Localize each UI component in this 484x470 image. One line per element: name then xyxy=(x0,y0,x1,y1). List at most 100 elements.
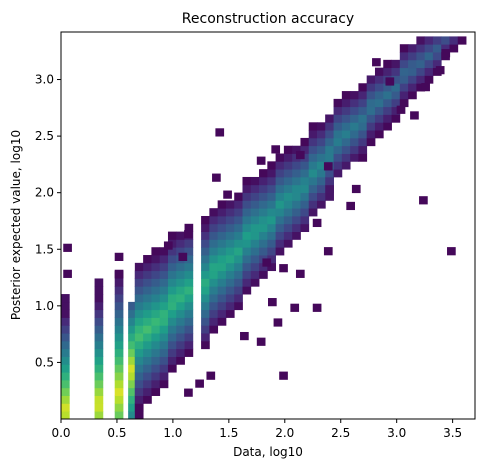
heatmap-cell-316 xyxy=(250,223,260,233)
heatmap-cell-252 xyxy=(217,286,227,295)
heatmap-cell-13 xyxy=(61,309,70,318)
heatmap-cell-251 xyxy=(217,294,227,303)
heatmap-cell-327 xyxy=(259,239,268,248)
y-tick-label-0: 0.5 xyxy=(35,355,54,369)
heatmap-cell-112 xyxy=(143,356,152,365)
heatmap-cell-492 xyxy=(366,75,376,84)
heatmap-cell-158 xyxy=(159,278,169,287)
heatmap-cell-299 xyxy=(242,247,252,256)
x-tick-label-7: 3.5 xyxy=(443,426,462,440)
heatmap-cell-595 xyxy=(441,49,451,58)
heatmap-cell-597 xyxy=(206,371,216,380)
heatmap-cell-53 xyxy=(128,411,137,420)
heatmap-cell-553 xyxy=(441,44,450,53)
heatmap-cell-229 xyxy=(201,231,210,240)
heatmap-cell-43 xyxy=(114,340,124,350)
y-tick-label-5: 3.0 xyxy=(35,73,54,87)
heatmap-cell-134 xyxy=(151,325,161,334)
y-tick-label-1: 1.0 xyxy=(35,299,54,313)
heatmap-cell-511 xyxy=(391,114,401,123)
y-tick-label-2: 1.5 xyxy=(35,242,54,256)
heatmap-cell-355 xyxy=(275,215,285,225)
heatmap-cell-580 xyxy=(312,303,322,312)
heatmap-cell-532 xyxy=(408,52,417,61)
x-tick-label-4: 2.0 xyxy=(275,426,294,440)
heatmap-cell-254 xyxy=(217,270,227,279)
heatmap-cell-162 xyxy=(159,247,169,256)
heatmap-cell-271 xyxy=(225,255,235,264)
heatmap-cell-68 xyxy=(134,411,144,420)
heatmap-cell-23 xyxy=(94,356,104,365)
heatmap-cell-343 xyxy=(267,215,277,225)
heatmap-cell-4 xyxy=(61,379,70,389)
heatmap-cell-189 xyxy=(176,294,185,303)
heatmap-cell-230 xyxy=(201,223,210,233)
heatmap-cell-415 xyxy=(317,184,326,193)
heatmap-cell-589 xyxy=(447,247,456,256)
heatmap-cell-63 xyxy=(128,333,137,342)
heatmap-cell-391 xyxy=(300,208,310,217)
heatmap-cell-417 xyxy=(317,169,326,178)
heatmap-cell-311 xyxy=(250,262,260,272)
heatmap-cell-509 xyxy=(383,67,392,76)
heatmap-cell-545 xyxy=(424,44,434,53)
plot-frame xyxy=(60,31,476,420)
y-axis-ticks: 0.5 1.0 1.5 2.0 2.5 3.0 xyxy=(35,73,61,369)
heatmap-cell-92 xyxy=(134,372,144,381)
heatmap-cell-381 xyxy=(292,200,301,209)
heatmap-cell-450 xyxy=(333,130,343,139)
heatmap-cell-505 xyxy=(383,98,392,108)
heatmap-cell-302 xyxy=(242,223,252,233)
heatmap-cell-384 xyxy=(292,176,301,186)
heatmap-cell-214 xyxy=(184,223,194,233)
heatmap-cell-435 xyxy=(325,184,334,193)
heatmap-cell-490 xyxy=(366,91,376,100)
heatmap-cell-25 xyxy=(94,340,104,350)
heatmap-cell-273 xyxy=(225,239,235,248)
heatmap-cell-487 xyxy=(366,114,376,123)
heatmap-cell-20 xyxy=(94,379,104,389)
heatmap-cell-90 xyxy=(134,387,144,396)
heatmap-cell-178 xyxy=(167,247,177,256)
heatmap-cell-326 xyxy=(259,247,268,256)
heatmap-cell-0 xyxy=(61,411,70,420)
heatmap-cell-244 xyxy=(209,231,219,240)
heatmap-cell-188 xyxy=(176,301,185,311)
heatmap-cell-484 xyxy=(366,137,376,147)
heatmap-cell-446 xyxy=(333,161,343,170)
heatmap-cell-531 xyxy=(408,59,417,69)
heatmap-cell-308 xyxy=(242,176,252,186)
heatmap-cell-460 xyxy=(341,122,351,131)
heatmap-cell-222 xyxy=(201,286,210,295)
heatmap-cell-538 xyxy=(416,52,426,61)
heatmap-cell-261 xyxy=(217,215,227,225)
heatmap-cell-557 xyxy=(457,36,467,45)
heatmap-cell-442 xyxy=(325,130,334,139)
heatmap-cell-201 xyxy=(184,325,194,334)
heatmap-cell-207 xyxy=(184,278,194,287)
heatmap-cell-551 xyxy=(432,36,442,45)
heatmap-cell-225 xyxy=(201,262,210,272)
heatmap-cell-258 xyxy=(217,239,227,248)
x-axis-ticks: 0.0 0.5 1.0 1.5 2.0 2.5 3.0 3.5 xyxy=(51,419,462,440)
heatmap-cell-516 xyxy=(391,75,401,84)
heatmap-cell-17 xyxy=(94,403,104,412)
heatmap-cell-439 xyxy=(325,153,334,162)
heatmap-cell-233 xyxy=(209,317,219,326)
x-tick-label-5: 2.5 xyxy=(331,426,350,440)
heatmap-cell-163 xyxy=(167,364,177,373)
heatmap-cell-463 xyxy=(341,98,351,108)
heatmap-cell-277 xyxy=(225,208,235,217)
heatmap-cell-120 xyxy=(143,294,152,303)
heatmap-cell-227 xyxy=(201,247,210,256)
heatmap-cell-349 xyxy=(267,169,277,178)
heatmap-cell-36 xyxy=(114,395,124,404)
heatmap-cell-26 xyxy=(94,333,104,342)
heatmap-cell-9 xyxy=(61,340,70,350)
heatmap-cell-47 xyxy=(114,309,124,318)
heatmap-cell-257 xyxy=(217,247,227,256)
heatmap-cell-232 xyxy=(209,325,219,334)
heatmap-cell-576 xyxy=(279,264,288,273)
heatmap-cell-529 xyxy=(408,75,417,84)
heatmap-cell-109 xyxy=(143,379,152,389)
